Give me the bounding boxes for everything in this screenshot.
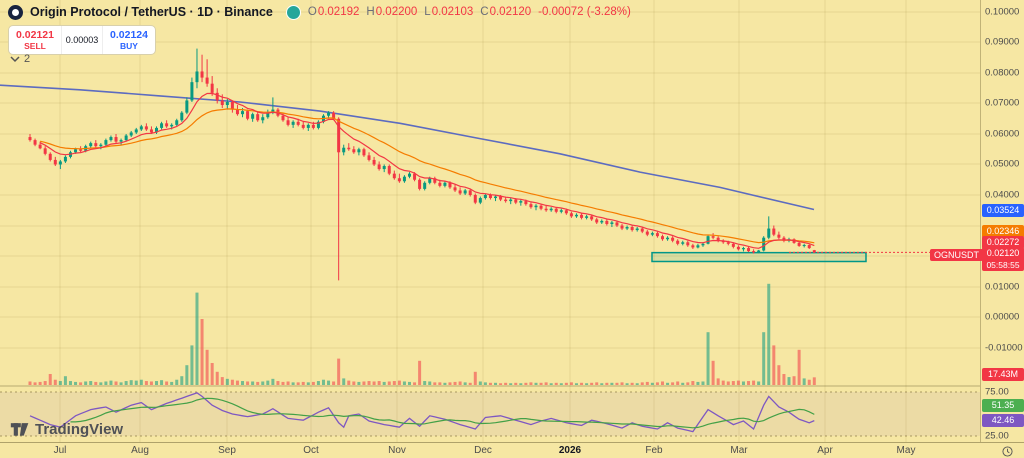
axis-price-label: 0.08000 <box>985 67 1020 79</box>
time-axis[interactable]: Jul Aug Sep Oct Nov Dec 2026 Feb Mar Apr May <box>0 442 1024 458</box>
price-scale-badge: 51.35 <box>982 399 1024 412</box>
axis-price-label: 0.00000 <box>985 311 1020 323</box>
price-scale-badge: 0.02272 <box>982 236 1024 249</box>
time-axis-label[interactable]: Mar <box>730 445 748 456</box>
object-count: 2 <box>24 53 31 65</box>
time-axis-label[interactable]: Feb <box>645 445 663 456</box>
axis-price-label: 75.00 <box>985 386 1009 398</box>
symbol-legend: Origin Protocol / TetherUS · 1D · Binanc… <box>8 4 631 20</box>
chevron-down-icon <box>10 56 20 63</box>
origin-protocol-logo-icon <box>8 4 23 20</box>
tradingview-watermark[interactable]: TradingView <box>10 419 123 439</box>
sell-button[interactable]: 0.02121 SELL <box>9 26 62 54</box>
high-label: H <box>366 6 375 18</box>
axis-price-label: 0.05000 <box>985 158 1020 170</box>
time-axis-label[interactable]: Sep <box>218 445 236 456</box>
time-axis-label[interactable]: Dec <box>474 445 492 456</box>
time-axis-label[interactable]: 2026 <box>558 445 582 456</box>
change-value: -0.00072 (-3.28%) <box>538 6 631 18</box>
time-axis-label[interactable]: Nov <box>388 445 406 456</box>
axis-price-label: 0.01000 <box>985 281 1020 293</box>
price-scale-badge: 0.03524 <box>982 204 1024 217</box>
time-axis-label[interactable]: Apr <box>817 445 833 456</box>
open-label: O <box>307 6 317 18</box>
axis-price-label: 0.06000 <box>985 128 1020 140</box>
clock-icon[interactable] <box>1002 444 1013 458</box>
low-label: L <box>424 6 431 18</box>
close-value: 0.02120 <box>489 6 532 18</box>
price-scale-badge: 42.46 <box>982 414 1024 427</box>
axis-price-label: -0.01000 <box>985 342 1023 354</box>
buy-price: 0.02124 <box>110 29 148 41</box>
countdown-timer: 05:58:55 <box>986 260 1020 270</box>
axis-price-label: 0.07000 <box>985 97 1020 109</box>
price-scale-badge: 17.43M <box>982 368 1024 381</box>
open-value: 0.02192 <box>317 6 360 18</box>
buy-button[interactable]: 0.02124 BUY <box>102 26 155 54</box>
object-tree-toggle[interactable]: 2 <box>10 53 30 65</box>
tradingview-logo-icon <box>10 423 29 436</box>
axis-price-label: 0.10000 <box>985 6 1020 18</box>
ohlc-readout: O0.02192 H0.02200 L0.02103 C0.02120 -0.0… <box>308 6 631 18</box>
axis-price-label: 0.09000 <box>985 36 1020 48</box>
low-value: 0.02103 <box>431 6 474 18</box>
spread-value: 0.00003 <box>62 26 102 54</box>
axis-price-label: 0.04000 <box>985 189 1020 201</box>
time-axis-label[interactable]: Aug <box>131 445 149 456</box>
price-chart-canvas[interactable] <box>0 0 980 442</box>
time-axis-label[interactable]: Jul <box>53 445 67 456</box>
time-axis-label[interactable]: Oct <box>303 445 319 456</box>
sell-price: 0.02121 <box>16 29 54 41</box>
axis-price-label: 25.00 <box>985 430 1009 442</box>
price-scale-badge: 0.02346 <box>982 225 1024 238</box>
time-axis-label[interactable]: May <box>896 445 916 456</box>
sell-label: SELL <box>24 41 46 51</box>
watermark-text: TradingView <box>35 420 124 438</box>
price-scale-badge: 0.02120 05:58:55 <box>982 247 1024 271</box>
price-scale[interactable]: 0.10000 0.09000 0.08000 0.07000 0.06000 0.050… <box>980 0 1024 442</box>
trade-panel: 0.02121 SELL 0.00003 0.02124 BUY <box>8 25 156 55</box>
buy-label: BUY <box>120 41 138 51</box>
high-value: 0.02200 <box>375 6 418 18</box>
instrument-icon <box>285 4 301 20</box>
symbol-title[interactable]: Origin Protocol / TetherUS · 1D · Binanc… <box>30 5 273 19</box>
close-label: C <box>480 6 489 18</box>
price-line-symbol-tag: OGNUSDT <box>930 249 983 261</box>
